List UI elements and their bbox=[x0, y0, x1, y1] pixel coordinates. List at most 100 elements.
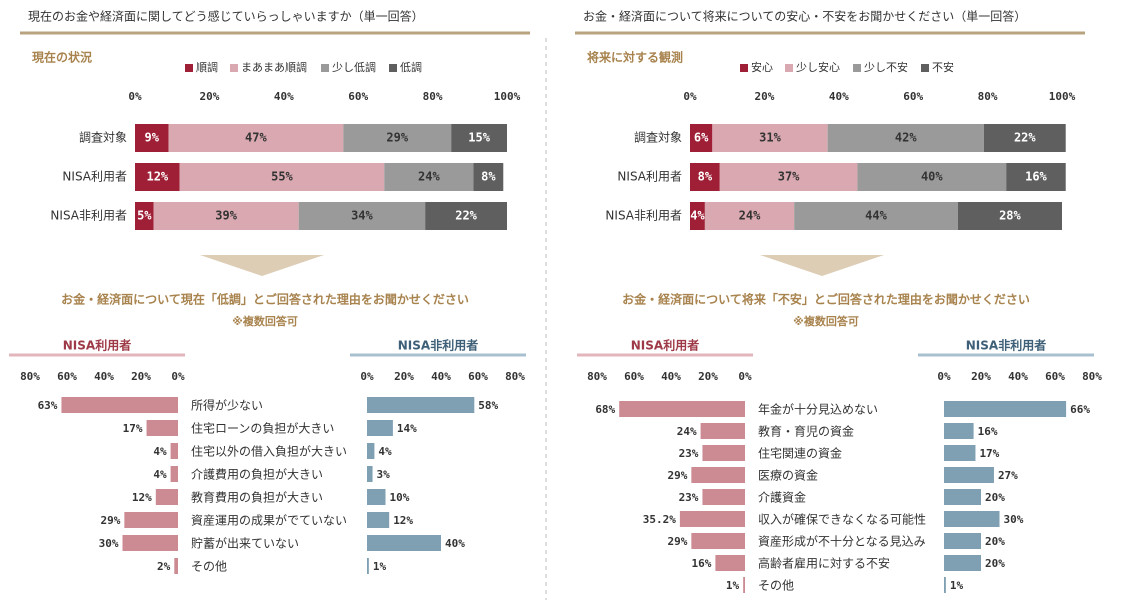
x-tick-label: 0% bbox=[128, 90, 142, 103]
data-label: 16% bbox=[978, 425, 998, 438]
category-label: 調査対象 bbox=[79, 131, 127, 145]
series-header-nisa: NISA利用者 bbox=[63, 338, 131, 353]
x-tick-label: 20% bbox=[394, 370, 414, 383]
bar-non-nisa bbox=[367, 489, 386, 505]
data-label: 66% bbox=[1070, 403, 1090, 416]
bar-segment bbox=[343, 124, 452, 152]
bar-segment bbox=[179, 163, 385, 191]
data-label: 10% bbox=[390, 491, 410, 504]
data-label: 15% bbox=[468, 131, 490, 145]
chart-subtitle: 現在の状況 bbox=[32, 50, 92, 65]
x-tick-label: 40% bbox=[274, 90, 294, 103]
x-tick-label: 0% bbox=[360, 370, 374, 383]
category-label: 調査対象 bbox=[634, 131, 682, 145]
x-tick-label: 80% bbox=[1082, 370, 1102, 383]
x-tick-label: 60% bbox=[348, 90, 368, 103]
bar-segment bbox=[425, 202, 507, 230]
bar-non-nisa bbox=[367, 512, 390, 528]
chart-note: ※複数回答可 bbox=[793, 314, 859, 328]
bar-nisa bbox=[619, 401, 745, 417]
bar-segment bbox=[1006, 163, 1066, 191]
category-label: NISA非利用者 bbox=[605, 209, 682, 223]
data-label: 2% bbox=[157, 560, 171, 573]
chart-title: お金・経済面について将来「不安」とご回答された理由をお聞かせください bbox=[622, 292, 1030, 307]
legend-swatch bbox=[785, 64, 793, 72]
x-tick-label: 60% bbox=[1045, 370, 1065, 383]
data-label: 28% bbox=[999, 209, 1021, 223]
data-label: 29% bbox=[667, 535, 687, 548]
bar-non-nisa bbox=[944, 533, 981, 549]
data-label: 5% bbox=[137, 209, 152, 223]
legend-label: 少し低調 bbox=[332, 60, 376, 74]
bar-non-nisa bbox=[944, 555, 981, 571]
category-label: 資産運用の成果がでていない bbox=[191, 513, 347, 528]
bar-non-nisa bbox=[944, 511, 1000, 527]
data-label: 12% bbox=[393, 514, 413, 527]
x-tick-label: 100% bbox=[494, 90, 521, 103]
x-tick-label: 60% bbox=[468, 370, 488, 383]
data-label: 17% bbox=[979, 447, 999, 460]
category-label: 高齢者雇用に対する不安 bbox=[758, 556, 890, 571]
legend-swatch bbox=[853, 64, 861, 72]
data-label: 1% bbox=[373, 560, 387, 573]
bar-non-nisa bbox=[944, 489, 981, 505]
x-tick-label: 40% bbox=[661, 370, 681, 383]
data-label: 16% bbox=[1025, 170, 1047, 184]
bar-nisa bbox=[702, 445, 745, 461]
legend-label: 不安 bbox=[932, 60, 954, 74]
data-label: 6% bbox=[694, 131, 709, 145]
category-label: 貯蓄が出来ていない bbox=[191, 536, 299, 551]
data-label: 30% bbox=[1004, 513, 1024, 526]
data-label: 12% bbox=[132, 491, 152, 504]
x-tick-label: 0% bbox=[683, 90, 697, 103]
data-label: 40% bbox=[921, 170, 943, 184]
x-tick-label: 40% bbox=[94, 370, 114, 383]
x-tick-label: 20% bbox=[971, 370, 991, 383]
legend-swatch bbox=[389, 64, 397, 72]
bar-segment bbox=[153, 202, 299, 230]
bar-segment bbox=[473, 163, 504, 191]
category-label: 住宅以外の借入負担が大きい bbox=[191, 444, 347, 459]
data-label: 68% bbox=[595, 403, 615, 416]
bar-nisa bbox=[155, 489, 178, 505]
legend-swatch bbox=[740, 64, 748, 72]
data-label: 23% bbox=[679, 447, 699, 460]
data-label: 1% bbox=[950, 579, 964, 592]
category-label: 収入が確保できなくなる可能性 bbox=[758, 512, 926, 527]
data-label: 20% bbox=[985, 557, 1005, 570]
x-tick-label: 80% bbox=[423, 90, 443, 103]
data-label: 35.2% bbox=[643, 513, 676, 526]
bar-nisa bbox=[61, 397, 179, 413]
bar-segment bbox=[168, 124, 344, 152]
legend-label: 少し安心 bbox=[796, 60, 840, 74]
x-tick-label: 40% bbox=[829, 90, 849, 103]
data-label: 31% bbox=[759, 131, 781, 145]
bar-segment bbox=[384, 163, 474, 191]
stacked-chart-0: 現在のお金や経済面に関してどう感じていらっしゃいますか（単一回答） 現在の状況順調… bbox=[20, 9, 530, 230]
butterfly-chart-2: お金・経済面について現在「低調」とご回答された理由をお聞かせください ※複数回答可… bbox=[9, 292, 526, 574]
bar-nisa bbox=[174, 558, 178, 574]
x-tick-label: 20% bbox=[754, 90, 774, 103]
legend-label: 安心 bbox=[751, 60, 773, 74]
category-label: 介護費用の負担が大きい bbox=[191, 467, 323, 482]
bar-segment bbox=[983, 124, 1066, 152]
x-tick-label: 0% bbox=[171, 370, 185, 383]
bar-nisa bbox=[743, 577, 745, 593]
legend-swatch bbox=[185, 64, 193, 72]
x-tick-label: 60% bbox=[57, 370, 77, 383]
bar-nisa bbox=[122, 535, 178, 551]
butterfly-chart-3: お金・経済面について将来「不安」とご回答された理由をお聞かせください ※複数回答可… bbox=[577, 292, 1102, 593]
data-label: 8% bbox=[698, 170, 713, 184]
data-label: 58% bbox=[478, 399, 498, 412]
data-label: 34% bbox=[351, 209, 373, 223]
bar-nisa bbox=[170, 466, 178, 482]
series-header-nisa: NISA利用者 bbox=[631, 338, 699, 353]
category-label: 住宅関連の資金 bbox=[758, 446, 842, 461]
down-arrow-icon bbox=[760, 255, 884, 276]
x-tick-label: 0% bbox=[937, 370, 951, 383]
bar-nisa bbox=[702, 489, 745, 505]
bar-nisa bbox=[146, 420, 178, 436]
bar-non-nisa bbox=[367, 535, 441, 551]
category-label: 年金が十分見込めない bbox=[758, 402, 878, 417]
